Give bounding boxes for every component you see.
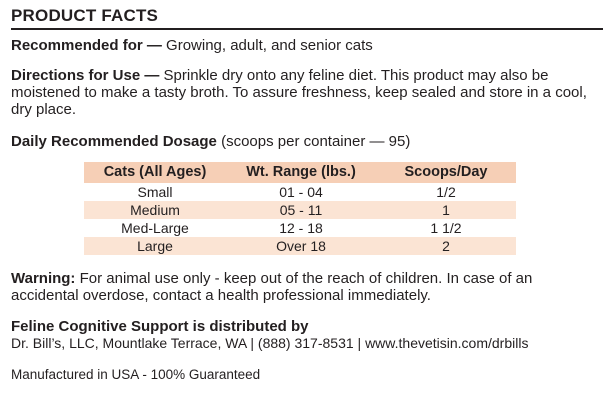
recommended-label: Recommended for — [11, 37, 162, 54]
cell-size: Small [137, 184, 173, 200]
table-row: Large Over 18 2 [84, 237, 516, 255]
cell-size: Large [84, 237, 226, 255]
header-weight-range: Wt. Range (lbs.) [226, 162, 376, 183]
header-cats: Cats (All Ages) [84, 162, 226, 183]
recommended-text: Growing, adult, and senior cats [161, 37, 373, 54]
cell-size: Med-Large [121, 220, 189, 236]
distributor-address: Dr. Bill’s, LLC, Mountlake Terrace, WA |… [11, 335, 529, 351]
distributor-heading: Feline Cognitive Support is distributed … [11, 318, 309, 335]
warning-label: Warning: [11, 270, 76, 287]
warning: Warning: For animal use only - keep out … [11, 270, 601, 304]
manufactured-note: Manufactured in USA - 100% Guaranteed [11, 367, 261, 382]
recommended-for: Recommended for — Growing, adult, and se… [11, 37, 601, 54]
title-divider [11, 28, 603, 30]
cell-weight: 12 - 18 [279, 220, 323, 236]
cell-scoops: 1 [376, 201, 516, 219]
directions-for-use: Directions for Use — Sprinkle dry onto a… [11, 67, 601, 118]
distributor-block: Feline Cognitive Support is distributed … [11, 318, 601, 352]
dosage-heading: Daily Recommended Dosage (scoops per con… [11, 133, 601, 150]
dosage-note: (scoops per container — 95) [216, 133, 411, 150]
dosage-table-header: Cats (All Ages) Wt. Range (lbs.) Scoops/… [84, 162, 516, 183]
page-title: PRODUCT FACTS [11, 6, 159, 25]
header-scoops-per-day: Scoops/Day [376, 162, 516, 183]
cell-weight: Over 18 [226, 237, 376, 255]
directions-text: Sprinkle dry onto any feline diet. This … [11, 67, 587, 118]
cell-size: Medium [84, 201, 226, 219]
warning-text: For animal use only - keep out of the re… [11, 270, 533, 304]
dosage-label: Daily Recommended Dosage [11, 133, 217, 150]
cell-scoops: 1 1/2 [430, 220, 462, 236]
cell-weight: 05 - 11 [226, 201, 376, 219]
dosage-table: Cats (All Ages) Wt. Range (lbs.) Scoops/… [84, 162, 516, 255]
table-row: Medium 05 - 11 1 [84, 201, 516, 219]
cell-scoops: 2 [376, 237, 516, 255]
cell-weight: 01 - 04 [279, 184, 323, 200]
cell-scoops: 1/2 [436, 184, 456, 200]
directions-label: Directions for Use — [11, 67, 160, 84]
table-row: Small 01 - 04 1/2 [84, 183, 516, 201]
table-row: Med-Large 12 - 18 1 1/2 [84, 219, 516, 237]
